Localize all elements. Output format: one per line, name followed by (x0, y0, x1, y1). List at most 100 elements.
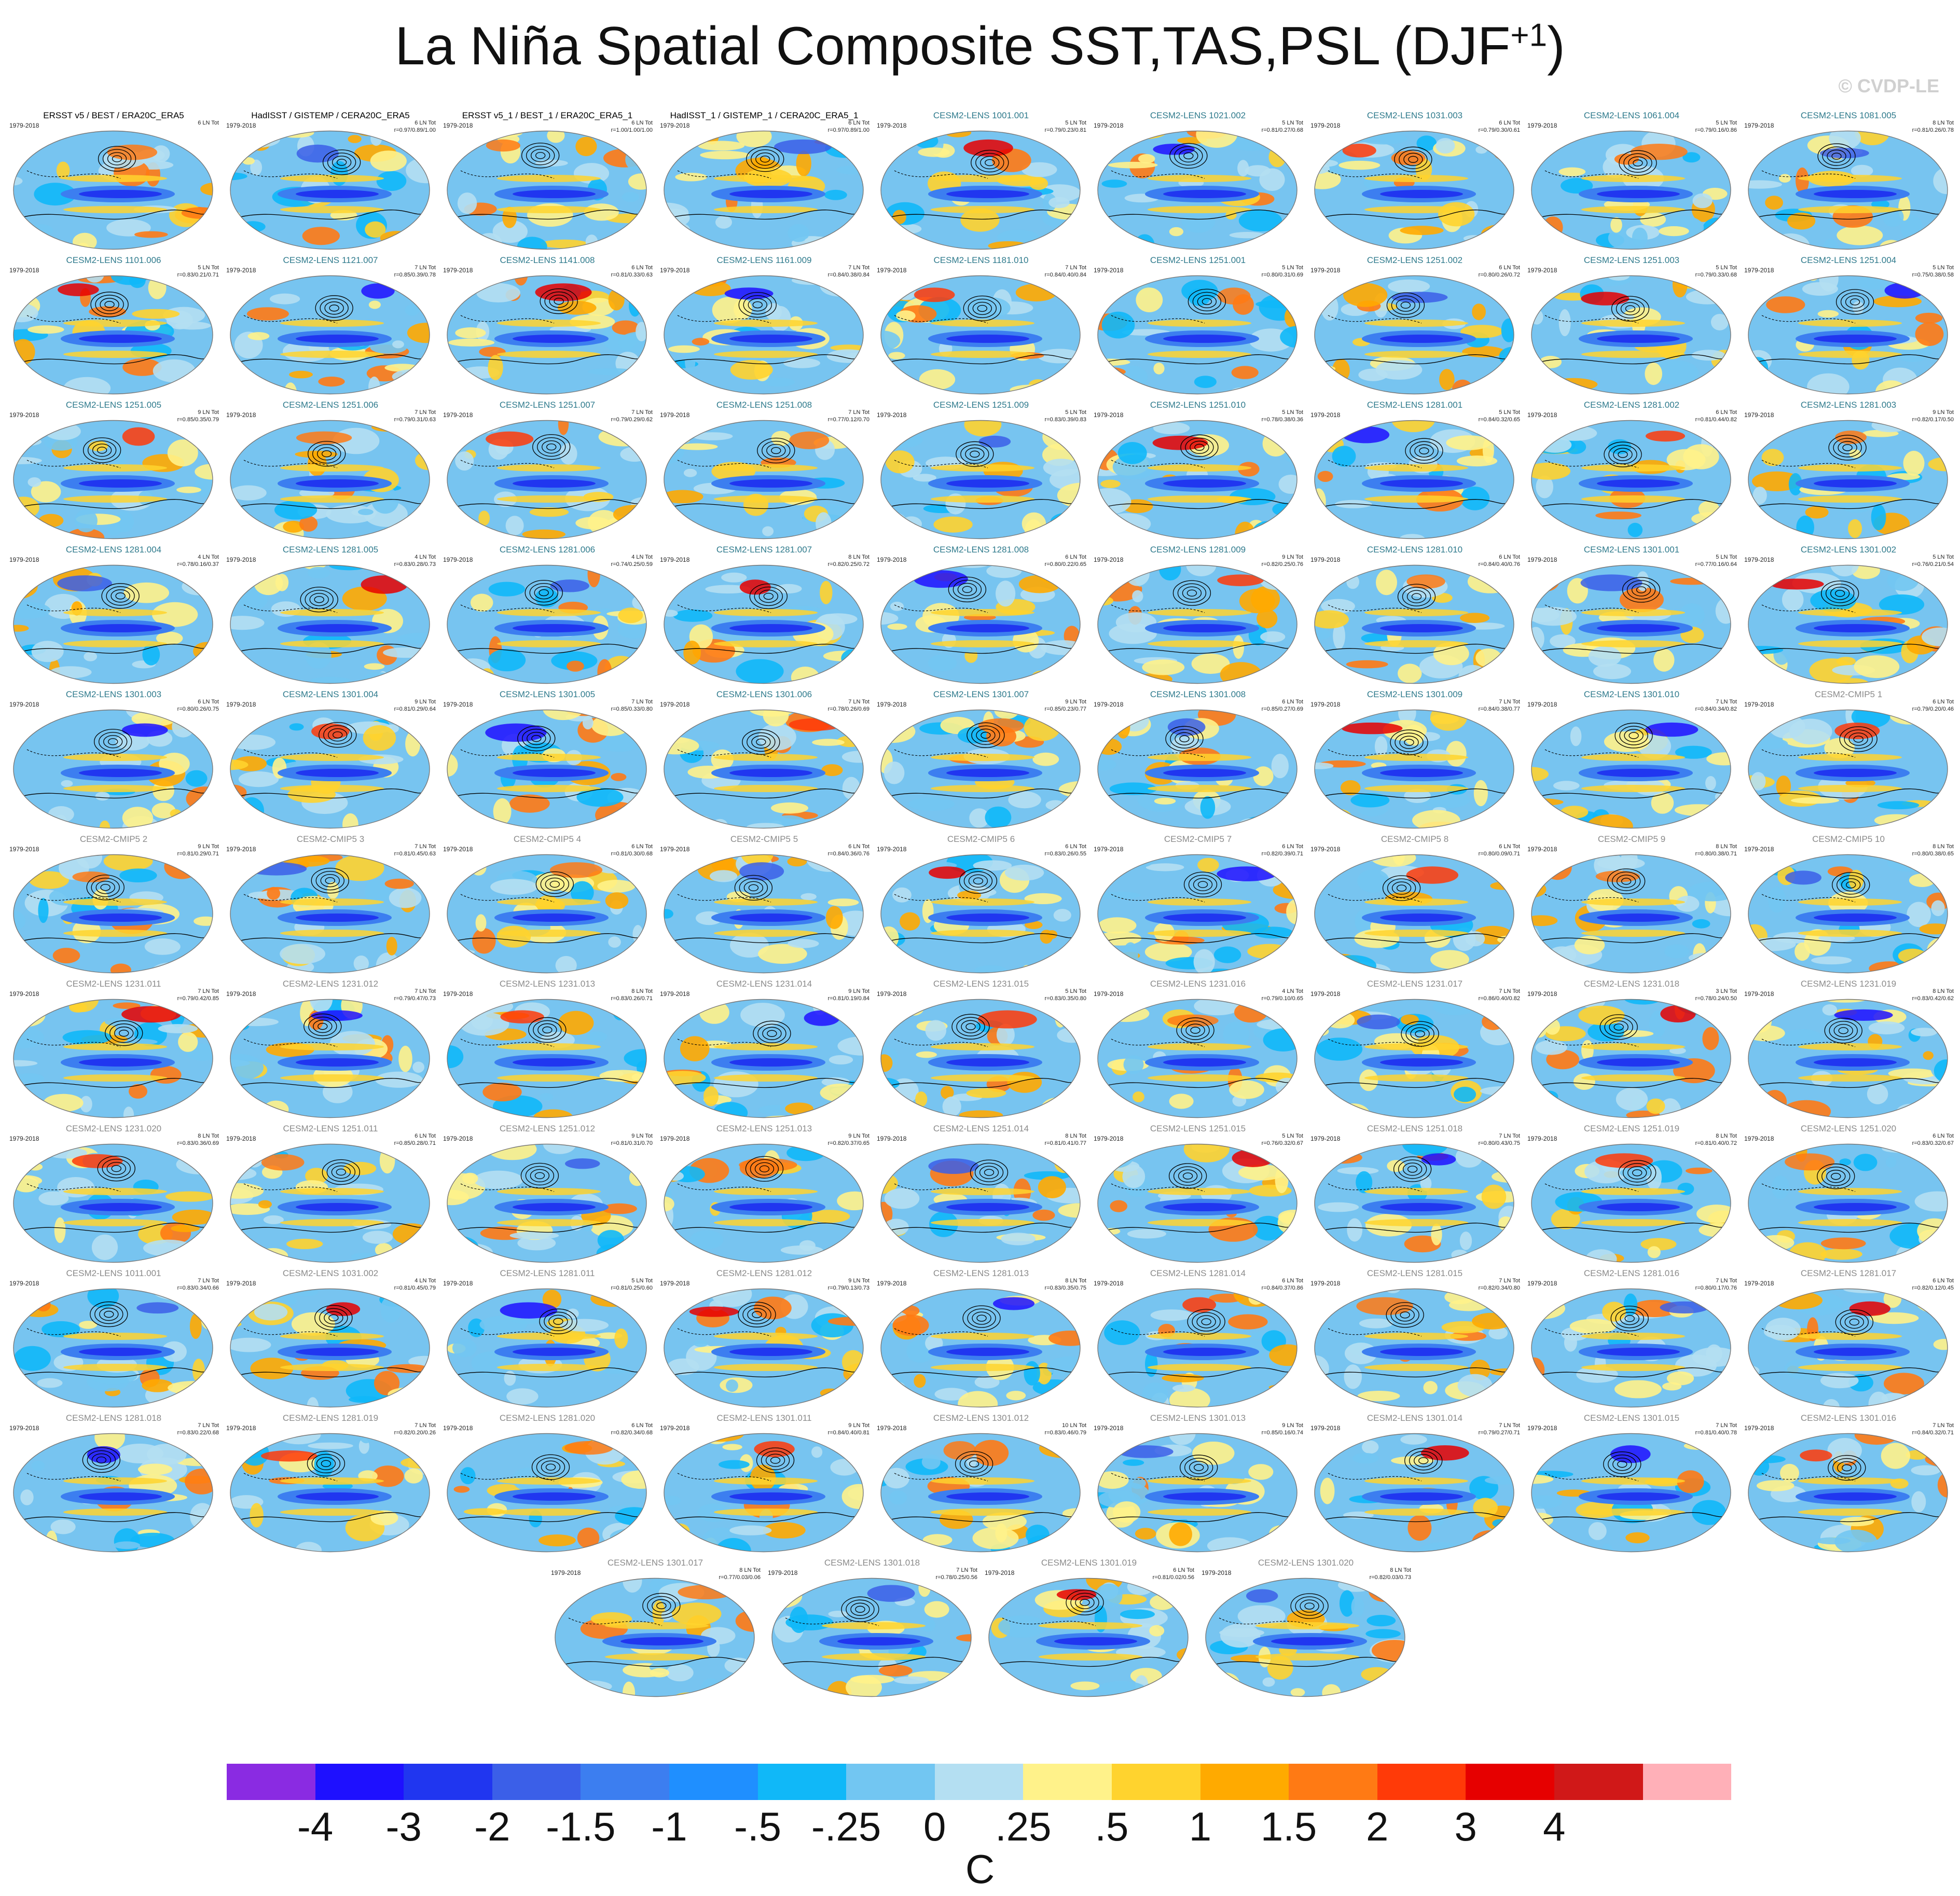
panel-correlation: r=0.79/0.20/0.46 (1912, 706, 1954, 712)
panel-years: 1979-2018 (1094, 1424, 1124, 1432)
colorbar-box (581, 1764, 669, 1800)
map-field (664, 275, 863, 394)
panel-years: 1979-2018 (1310, 1424, 1341, 1432)
panel-title: CESM2-LENS 1281.009 (1150, 545, 1246, 555)
panel-correlation: r=0.79/0.47/0.73 (394, 995, 436, 1002)
panel-correlation: r=0.80/0.17/0.76 (1695, 1285, 1737, 1291)
map-panel: 1979-2018 CESM2-LENS 1181.010 7 LN Tot r=0.… (873, 255, 1089, 399)
colorbar-tick-label: -.5 (734, 1804, 782, 1849)
panel-correlation: r=0.81/0.41/0.77 (1044, 1140, 1086, 1146)
panel-correlation: r=0.81/0.29/0.71 (177, 851, 219, 857)
panel-correlation: r=0.75/0.38/0.58 (1912, 272, 1954, 278)
panel-years: 1979-2018 (1527, 1280, 1557, 1287)
panel-years: 1979-2018 (226, 1280, 256, 1287)
map-panel: 1979-2018 CESM2-LENS 1301.012 10 LN Tot r=0… (873, 1413, 1089, 1557)
panel-correlation: r=0.83/0.28/0.73 (394, 561, 436, 568)
map-panel: 1979-2018 CESM2-CMIP5 7 6 LN Tot r=0.82/0.3… (1089, 834, 1306, 978)
panel-title: CESM2-LENS 1281.017 (1800, 1268, 1897, 1278)
panel-title: CESM2-LENS 1281.011 (500, 1268, 595, 1278)
panel-title: CESM2-LENS 1281.014 (1150, 1268, 1246, 1278)
map-field (1098, 1289, 1297, 1407)
panel-event-count: 8 LN Tot (1933, 120, 1954, 126)
panel-title: CESM2-LENS 1281.003 (1800, 400, 1897, 410)
panel-years: 1979-2018 (1744, 411, 1774, 419)
panel-years: 1979-2018 (1310, 556, 1341, 563)
panel-title: CESM2-LENS 1251.005 (65, 400, 162, 410)
map-field (1531, 999, 1731, 1118)
panel-correlation: r=0.97/0.89/1.00 (827, 127, 869, 133)
map-panel: 1979-2018 CESM2-LENS 1081.005 8 LN Tot r=0.… (1740, 110, 1957, 254)
panel-correlation: r=0.79/0.23/0.81 (1044, 127, 1086, 133)
world-map (1531, 1433, 1731, 1553)
panel-years: 1979-2018 (1202, 1569, 1232, 1576)
panel-event-count: 8 LN Tot (1716, 1133, 1737, 1139)
panel-title: CESM2-LENS 1301.015 (1583, 1413, 1680, 1423)
map-panel: 1979-2018 CESM2-LENS 1021.002 5 LN Tot r=0.… (1089, 110, 1306, 254)
panel-title: CESM2-CMIP5 8 (1381, 834, 1449, 844)
panel-years: 1979-2018 (1094, 1280, 1124, 1287)
map-panel: 1979-2018 CESM2-LENS 1251.010 5 LN Tot r=0.… (1089, 400, 1306, 544)
panel-event-count: 6 LN Tot (1933, 699, 1954, 705)
panel-correlation: r=0.86/0.40/0.82 (1478, 995, 1520, 1002)
panel-years: 1979-2018 (1094, 556, 1124, 563)
panel-event-count: 9 LN Tot (198, 843, 219, 850)
panel-title: CESM2-LENS 1301.011 (716, 1413, 812, 1423)
map-field (1315, 131, 1514, 250)
colorbar-tick-label: -1 (651, 1804, 687, 1849)
panel-correlation: r=0.79/0.27/0.71 (1478, 1430, 1520, 1436)
map-panel: 1979-2018 CESM2-LENS 1251.001 5 LN Tot r=0.… (1089, 255, 1306, 399)
world-map (880, 999, 1081, 1118)
map-panel: 1979-2018 CESM2-LENS 1101.006 5 LN Tot r=0.… (5, 255, 222, 399)
panel-years: 1979-2018 (9, 846, 39, 853)
colorbar-box (1200, 1764, 1289, 1800)
panel-event-count: 6 LN Tot (1065, 843, 1086, 850)
map-panel: 1979-2018 CESM2-LENS 1251.011 6 LN Tot r=0.… (222, 1124, 439, 1267)
panel-event-count: 4 LN Tot (415, 554, 436, 560)
world-map (447, 709, 647, 829)
panel-event-count: 6 LN Tot (1716, 409, 1737, 416)
panel-title: CESM2-LENS 1251.011 (283, 1124, 378, 1133)
map-field (1748, 1144, 1948, 1263)
panel-title: CESM2-LENS 1301.019 (1041, 1558, 1137, 1568)
world-map (880, 275, 1081, 395)
map-field (447, 1144, 646, 1263)
map-panel: 1979-2018 CESM2-LENS 1281.019 7 LN Tot r=0.… (222, 1413, 439, 1557)
map-panel: 1979-2018 CESM2-LENS 1281.007 8 LN Tot r=0.… (656, 545, 873, 688)
panel-event-count: 8 LN Tot (1716, 843, 1737, 850)
map-field (881, 1289, 1080, 1407)
map-field (1098, 1433, 1297, 1552)
map-field (1315, 275, 1514, 394)
map-field (664, 565, 863, 684)
panel-title: CESM2-LENS 1281.006 (499, 545, 596, 555)
panel-correlation: r=0.82/0.34/0.80 (1478, 1285, 1520, 1291)
panel-years: 1979-2018 (226, 556, 256, 563)
panel-title: CESM2-LENS 1141.008 (500, 255, 595, 265)
panel-title: CESM2-LENS 1181.010 (933, 255, 1029, 265)
panel-title: CESM2-LENS 1061.004 (1583, 110, 1680, 120)
world-map (1748, 999, 1948, 1118)
map-field (230, 1144, 430, 1263)
world-map (1531, 709, 1731, 829)
panel-years: 1979-2018 (1744, 846, 1774, 853)
panel-correlation: r=0.81/0.40/0.72 (1695, 1140, 1737, 1146)
panel-correlation: r=0.85/0.35/0.79 (177, 417, 219, 423)
panel-title: ERSST v5 / BEST / ERA20C_ERA5 (43, 110, 184, 120)
map-panel: 1979-2018 CESM2-LENS 1231.019 8 LN Tot r=0.… (1740, 979, 1957, 1123)
map-field (447, 710, 646, 828)
map-panel: 1979-2018 CESM2-LENS 1281.020 6 LN Tot r=0.… (439, 1413, 656, 1557)
map-panel: 1979-2018 CESM2-LENS 1281.018 7 LN Tot r=0.… (5, 1413, 222, 1557)
panel-years: 1979-2018 (877, 267, 907, 274)
world-map (880, 1433, 1081, 1553)
map-panel: 1979-2018 CESM2-LENS 1231.011 7 LN Tot r=0.… (5, 979, 222, 1123)
colorbar-box (315, 1764, 404, 1800)
panel-event-count: 5 LN Tot (631, 1278, 653, 1284)
panel-event-count: 8 LN Tot (1390, 1567, 1411, 1573)
panel-correlation: r=0.81/0.44/0.82 (1695, 417, 1737, 423)
panel-event-count: 5 LN Tot (1065, 409, 1086, 416)
panel-correlation: r=0.85/0.27/0.69 (1261, 706, 1303, 712)
world-map (1748, 854, 1948, 974)
panel-correlation: r=0.82/0.34/0.68 (611, 1430, 653, 1436)
map-field (555, 1578, 754, 1697)
map-panel: 1979-2018 CESM2-LENS 1301.014 7 LN Tot r=0.… (1306, 1413, 1523, 1557)
map-field (13, 854, 213, 973)
